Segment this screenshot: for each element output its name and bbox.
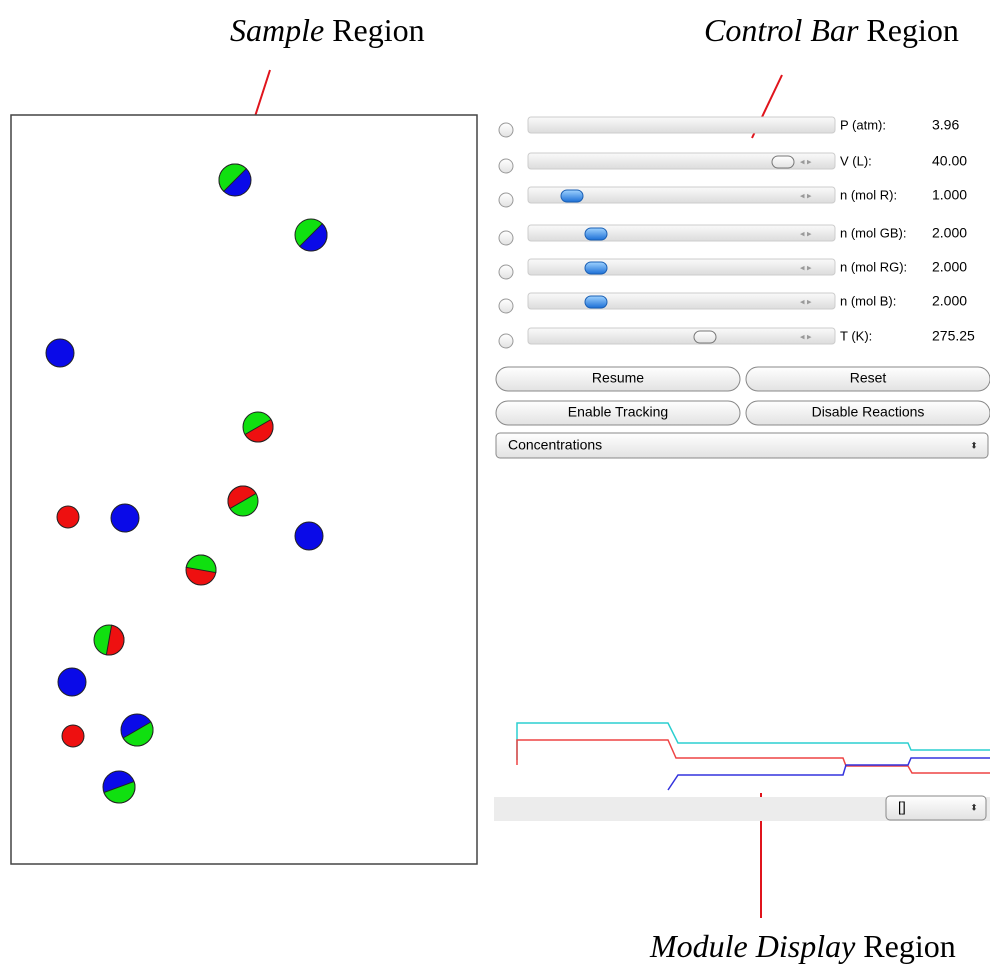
control-bar: P (atm): 3.96 ◂ ▸ V (L): 40.00 ◂ ▸ n (mol R): 1… (495, 116, 990, 821)
control-value: 2.000 (932, 225, 967, 241)
molecule (45, 338, 75, 368)
molecule-half (218, 163, 248, 193)
annotation-text: Region (863, 928, 956, 964)
dropdown[interactable] (885, 795, 987, 821)
molecule (56, 505, 80, 529)
radio-button[interactable] (498, 192, 514, 208)
control-value: 3.96 (932, 117, 959, 133)
slider-track (527, 116, 836, 134)
plot-line (667, 757, 990, 791)
molecule (110, 503, 140, 533)
control-value: 1.000 (932, 187, 967, 203)
button[interactable] (495, 366, 741, 392)
control-value: 2.000 (932, 293, 967, 309)
control-label: n (mol B): (840, 293, 896, 308)
slider-arrows: ◂ ▸ (800, 296, 812, 306)
slider-thumb[interactable] (771, 155, 795, 169)
control-label: n (mol R): (840, 187, 897, 202)
radio-button[interactable] (498, 158, 514, 174)
slider-track (527, 224, 836, 242)
annotation: Sample Region (230, 12, 425, 49)
button[interactable] (745, 366, 990, 392)
molecule (294, 521, 324, 551)
concentration-plot (516, 722, 990, 791)
slider-thumb[interactable] (693, 330, 717, 344)
plot-line (516, 722, 990, 760)
molecule-half (105, 624, 125, 656)
control-label: n (mol GB): (840, 225, 906, 240)
dropdown-label: Concentrations (508, 437, 602, 453)
slider-thumb[interactable] (584, 295, 608, 309)
control-value: 275.25 (932, 328, 975, 344)
button-label: Resume (592, 370, 644, 386)
annotation: Control Bar Region (704, 12, 959, 49)
control-label: V (L): (840, 153, 872, 168)
slider-thumb[interactable] (584, 261, 608, 275)
slider-track (527, 327, 836, 345)
control-value: 2.000 (932, 259, 967, 275)
slider-track (527, 258, 836, 276)
annotation: Module Display Region (650, 928, 956, 965)
radio-button[interactable] (498, 333, 514, 349)
slider-arrows: ◂ ▸ (800, 190, 812, 200)
radio-button[interactable] (498, 298, 514, 314)
annotation-emphasis: Control Bar (704, 12, 859, 48)
annotation-text: Region (332, 12, 425, 48)
slider-track (527, 292, 836, 310)
molecule-half (244, 418, 274, 443)
dropdown-arrows: ⬍ (970, 440, 978, 450)
molecules (45, 163, 328, 804)
molecule-half (227, 485, 257, 510)
button-label: Reset (850, 370, 887, 386)
slider-arrows: ◂ ▸ (800, 228, 812, 238)
button-label: Enable Tracking (568, 404, 668, 420)
annotation-text: Region (866, 12, 959, 48)
molecule-half (103, 780, 136, 804)
slider-thumb[interactable] (560, 189, 584, 203)
slider-arrows: ◂ ▸ (800, 262, 812, 272)
control-label: T (K): (840, 328, 872, 343)
molecule-half (122, 721, 154, 747)
slider-arrows: ◂ ▸ (800, 331, 812, 341)
radio-button[interactable] (498, 122, 514, 138)
slider-track (527, 152, 836, 170)
molecule-half (298, 222, 328, 252)
molecule-half (185, 554, 217, 574)
button[interactable] (745, 400, 990, 426)
dropdown-label: [] (898, 799, 906, 815)
radio-button[interactable] (498, 264, 514, 280)
slider-track (527, 186, 836, 204)
control-label: n (mol RG): (840, 259, 907, 274)
button[interactable] (495, 400, 741, 426)
dropdown-arrows: ⬍ (970, 802, 978, 812)
plot-line (516, 739, 990, 774)
molecule (57, 667, 87, 697)
slider-arrows: ◂ ▸ (800, 156, 812, 166)
annotation-emphasis: Sample (230, 12, 325, 48)
slider-thumb[interactable] (584, 227, 608, 241)
radio-button[interactable] (498, 230, 514, 246)
button-label: Disable Reactions (812, 404, 925, 420)
dropdown[interactable] (495, 432, 989, 459)
control-value: 40.00 (932, 153, 967, 169)
control-label: P (atm): (840, 117, 886, 132)
annotation-emphasis: Module Display (650, 928, 856, 964)
molecule (61, 724, 85, 748)
